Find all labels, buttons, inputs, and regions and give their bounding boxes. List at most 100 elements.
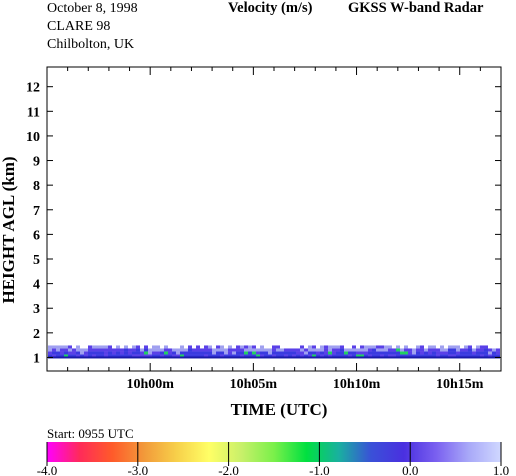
echo-pixel bbox=[184, 348, 188, 352]
echo-pixel bbox=[356, 351, 360, 355]
echo-pixel bbox=[348, 354, 352, 358]
echo-pixel bbox=[156, 354, 160, 358]
echo-pixel bbox=[48, 354, 52, 358]
echo-pixel bbox=[116, 345, 120, 349]
echo-pixel bbox=[72, 348, 76, 352]
echo-base bbox=[408, 356, 412, 359]
echo-pixel bbox=[472, 351, 476, 355]
echo-base bbox=[140, 356, 144, 359]
echo-base bbox=[56, 356, 60, 359]
echo-pixel bbox=[376, 348, 380, 352]
echo-base bbox=[460, 356, 464, 359]
echo-base bbox=[348, 356, 352, 359]
echo-pixel bbox=[148, 348, 152, 352]
echo-pixel bbox=[164, 351, 168, 355]
echo-pixel bbox=[472, 354, 476, 358]
echo-pixel bbox=[420, 345, 424, 349]
echo-pixel bbox=[448, 354, 452, 358]
echo-pixel bbox=[368, 348, 372, 352]
echo-pixel bbox=[324, 354, 328, 358]
echo-pixel bbox=[276, 345, 280, 349]
echo-pixel bbox=[412, 351, 416, 355]
echo-pixel bbox=[484, 348, 488, 352]
echo-pixel bbox=[328, 354, 332, 358]
echo-pixel bbox=[316, 354, 320, 358]
echo-pixel bbox=[444, 348, 448, 352]
echo-pixel bbox=[272, 351, 276, 355]
echo-base bbox=[224, 356, 228, 359]
echo-pixel bbox=[104, 345, 108, 349]
echo-pixel bbox=[116, 348, 120, 352]
echo-pixel bbox=[308, 345, 312, 349]
echo-pixel bbox=[336, 351, 340, 355]
echo-base bbox=[492, 356, 496, 359]
echo-pixel bbox=[372, 345, 376, 349]
echo-pixel bbox=[100, 351, 104, 355]
echo-pixel bbox=[112, 348, 116, 352]
echo-pixel bbox=[292, 351, 296, 355]
echo-base bbox=[132, 356, 136, 359]
echo-pixel bbox=[152, 354, 156, 358]
echo-pixel bbox=[308, 354, 312, 358]
echo-pixel bbox=[296, 348, 300, 352]
echo-pixel bbox=[132, 351, 136, 355]
echo-pixel bbox=[408, 354, 412, 358]
echo-pixel bbox=[436, 354, 440, 358]
echo-pixel bbox=[192, 351, 196, 355]
echo-pixel bbox=[428, 351, 432, 355]
echo-pixel bbox=[300, 348, 304, 352]
echo-pixel bbox=[140, 348, 144, 352]
echo-pixel bbox=[192, 354, 196, 358]
echo-pixel bbox=[228, 345, 232, 349]
echo-pixel bbox=[56, 348, 60, 352]
echo-pixel bbox=[484, 354, 488, 358]
echo-base bbox=[168, 356, 172, 359]
echo-pixel bbox=[452, 348, 456, 352]
echo-pixel bbox=[120, 354, 124, 358]
y-tick-label: 6 bbox=[33, 228, 40, 243]
echo-pixel bbox=[48, 345, 52, 349]
echo-pixel bbox=[232, 348, 236, 352]
echo-pixel bbox=[456, 348, 460, 352]
echo-pixel bbox=[216, 354, 220, 358]
echo-base bbox=[372, 356, 376, 359]
echo-base bbox=[192, 356, 196, 359]
echo-pixel bbox=[348, 351, 352, 355]
echo-base bbox=[440, 356, 444, 359]
echo-pixel bbox=[64, 354, 68, 358]
echo-pixel bbox=[216, 348, 220, 352]
echo-pixel bbox=[320, 345, 324, 349]
echo-pixel bbox=[284, 348, 288, 352]
echo-pixel bbox=[480, 345, 484, 349]
echo-pixel bbox=[316, 348, 320, 352]
colorbar-tick-label: -4.0 bbox=[37, 463, 58, 476]
echo-pixel bbox=[196, 348, 200, 352]
echo-pixel bbox=[60, 351, 64, 355]
echo-pixel bbox=[244, 351, 248, 355]
echo-pixel bbox=[416, 354, 420, 358]
echo-pixel bbox=[220, 354, 224, 358]
echo-pixel bbox=[228, 351, 232, 355]
echo-pixel bbox=[312, 351, 316, 355]
echo-pixel bbox=[448, 351, 452, 355]
echo-pixel bbox=[168, 351, 172, 355]
echo-pixel bbox=[232, 354, 236, 358]
echo-pixel bbox=[128, 354, 132, 358]
echo-base bbox=[476, 356, 480, 359]
echo-base bbox=[124, 356, 128, 359]
echo-pixel bbox=[108, 354, 112, 358]
echo-base bbox=[240, 356, 244, 359]
echo-pixel bbox=[172, 348, 176, 352]
echo-pixel bbox=[404, 345, 408, 349]
echo-base bbox=[488, 356, 492, 359]
echo-pixel bbox=[476, 348, 480, 352]
echo-pixel bbox=[60, 348, 64, 352]
echo-pixel bbox=[184, 351, 188, 355]
echo-base bbox=[188, 356, 192, 359]
echo-pixel bbox=[316, 351, 320, 355]
echo-base bbox=[292, 356, 296, 359]
echo-pixel bbox=[264, 348, 268, 352]
echo-pixel bbox=[328, 351, 332, 355]
echo-pixel bbox=[296, 351, 300, 355]
echo-pixel bbox=[428, 348, 432, 352]
